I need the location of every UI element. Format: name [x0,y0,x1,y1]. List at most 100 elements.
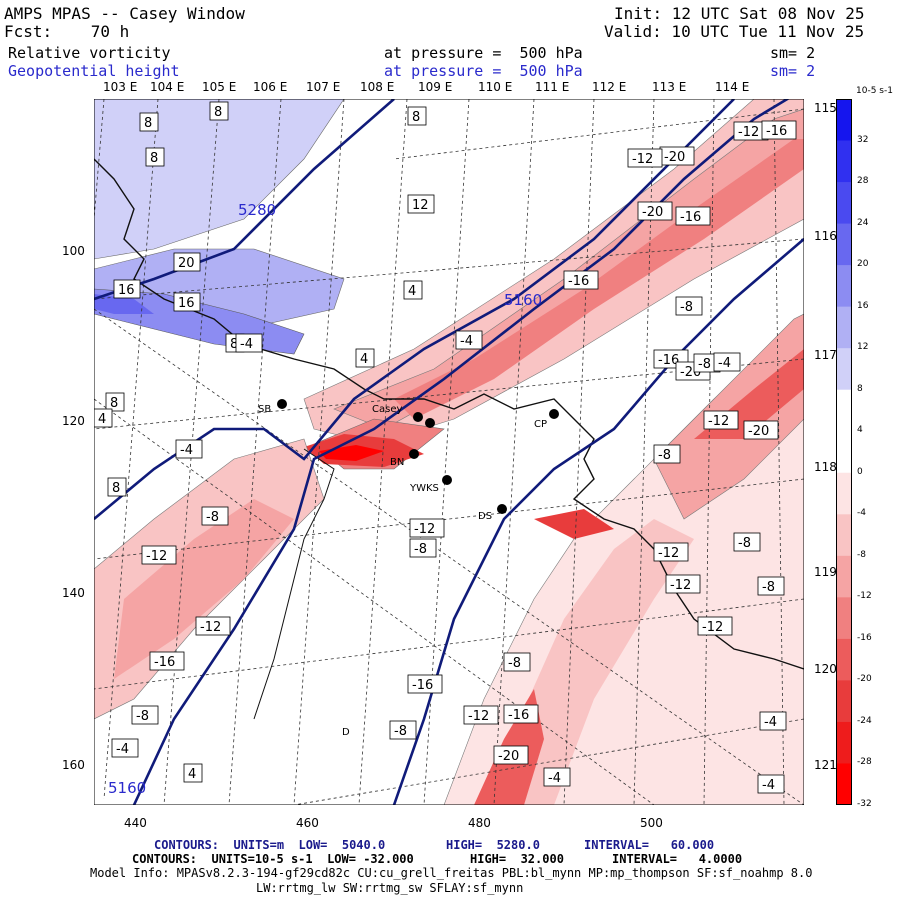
vorticity-contour-label: -12 [653,542,689,562]
vorticity-contour-label: 4 [355,348,375,368]
svg-text:4: 4 [98,412,106,427]
svg-text:-4: -4 [548,771,561,786]
vorticity-contour-label: -8 [389,720,417,740]
field1-smoothing: sm= 2 [770,44,816,62]
vorticity-contour-label: 8 [139,112,159,132]
station-label: Casey [372,404,402,415]
lon-label-top: 107 E [306,80,341,94]
svg-text:-4: -4 [180,443,193,458]
svg-text:-12: -12 [200,620,221,635]
colorbar-level-label: -20 [857,674,872,685]
station-marker-cp [549,409,559,419]
lon-label-top: 109 E [418,80,453,94]
footer-vort-contours: CONTOURS: UNITS=10-5 s-1 LOW= -32.000 [132,852,414,866]
height-contour-label: 5280 [238,201,276,219]
lon-label-top: 108 E [360,80,395,94]
svg-text:-8: -8 [136,709,149,724]
y-tick-label: 100 [62,244,85,258]
lon-label-top: 104 E [150,80,185,94]
svg-text:-20: -20 [748,424,769,439]
vorticity-contour-label: -8 [675,296,703,316]
colorbar-level-label: 16 [857,300,869,311]
svg-text:-8: -8 [658,448,671,463]
svg-text:-16: -16 [508,708,529,723]
svg-text:12: 12 [412,198,429,213]
vorticity-contour-label: -4 [759,711,787,731]
vorticity-contour-label: 16 [173,292,201,312]
svg-text:-4: -4 [718,356,731,371]
negative-vorticity-band [114,499,294,679]
svg-text:-12: -12 [468,709,489,724]
vorticity-contour-label: -4 [175,439,203,459]
forecast-hour: Fcst: 70 h [4,22,130,41]
footer-vort-high: HIGH= 32.000 [470,852,564,866]
vorticity-contour-label: -12 [703,410,739,430]
lon-label-top: 105 E [202,80,237,94]
vorticity-contour-label: -16 [149,651,185,671]
vorticity-contour-label: -12 [195,616,231,636]
vorticity-contour-label: -4 [543,767,571,787]
vorticity-contour-label: 8 [145,147,165,167]
vorticity-contour-label: 4 [94,408,113,428]
colorbar-segment [836,182,852,225]
svg-text:-8: -8 [680,300,693,315]
vorticity-contour-label: 4 [403,280,423,300]
vorticity-map: SB Casey CP DS YWKS BN D 5280 5160 5160 8 8 8 8 12 20… [94,99,804,805]
svg-text:-12: -12 [738,125,759,140]
svg-text:4: 4 [360,352,368,367]
svg-text:16: 16 [178,296,195,311]
y-tick-label: 160 [62,758,85,772]
vorticity-contour-label: -4 [455,330,483,350]
svg-text:-16: -16 [766,124,787,139]
lon-label-top: 103 E [103,80,138,94]
vorticity-contour-label: -20 [637,201,673,221]
colorbar-unit: 10-5 s-1 [856,86,893,96]
footer-vort-interval: INTERVAL= 4.0000 [612,852,743,866]
lon-label-top: 114 E [715,80,750,94]
graticule [94,99,804,805]
valid-time: Valid: 10 UTC Tue 11 Nov 25 [604,22,865,41]
svg-text:8: 8 [150,151,158,166]
svg-text:8: 8 [214,105,222,120]
model-title: AMPS MPAS -- Casey Window [4,4,245,23]
colorbar-level-label: -16 [857,632,872,643]
station-marker-bn [409,449,419,459]
footer-model-info: Model Info: MPASv8.2.3-194-gf29cd82c CU:… [90,866,813,880]
lon-label-top: 106 E [253,80,288,94]
svg-text:-12: -12 [702,620,723,635]
svg-text:-12: -12 [658,546,679,561]
vorticity-contour-label: -8 [503,652,531,672]
vorticity-contour-label: -8 [131,705,159,725]
svg-text:-20: -20 [642,205,663,220]
y-tick-label: 140 [62,586,85,600]
lon-label-top: 112 E [592,80,627,94]
lon-label-top: 111 E [535,80,570,94]
colorbar-level-label: 28 [857,176,869,187]
svg-text:4: 4 [408,284,416,299]
colorbar-segment [836,99,852,142]
height-contour-5160 [132,99,790,805]
svg-text:-16: -16 [412,678,433,693]
vorticity-contour-label: -4 [757,774,785,794]
colorbar-segment [836,140,852,183]
footer-height-high: HIGH= 5280.0 [446,838,540,852]
negative-vorticity-band [534,509,614,539]
vorticity-contour-label: -20 [493,745,529,765]
colorbar-segment [836,472,852,515]
svg-text:-12: -12 [414,522,435,537]
vorticity-contour-label: 12 [407,194,435,214]
svg-text:8: 8 [412,110,420,125]
station-label: CP [534,419,547,430]
station-marker-casey [413,412,423,422]
field1-level: at pressure = 500 hPa [384,44,583,62]
colorbar-level-label: 20 [857,259,869,270]
svg-text:-16: -16 [680,210,701,225]
colorbar-level-label: -8 [857,549,866,560]
svg-text:-8: -8 [762,580,775,595]
colorbar-level-label: -24 [857,715,872,726]
svg-text:-12: -12 [670,578,691,593]
station-marker-ywks [442,475,452,485]
vorticity-contour-label: -8 [733,532,761,552]
colorbar-level-label: -4 [857,508,866,519]
colorbar-level-label: 4 [857,425,863,436]
